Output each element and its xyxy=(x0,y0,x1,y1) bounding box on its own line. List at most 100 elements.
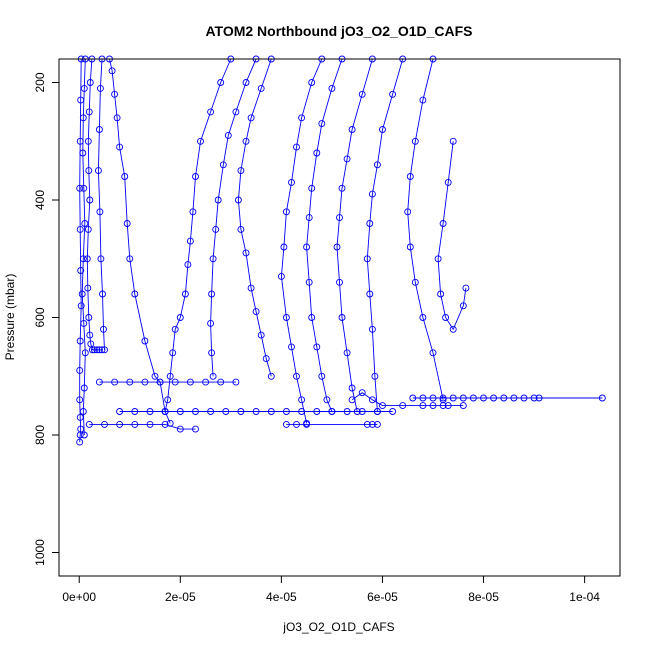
data-point xyxy=(411,278,419,286)
data-point xyxy=(262,355,270,363)
data-point xyxy=(161,408,169,415)
data-point xyxy=(214,196,222,204)
data-point xyxy=(234,196,242,204)
data-point xyxy=(186,237,194,245)
data-point xyxy=(76,366,84,374)
data-point xyxy=(348,126,356,133)
data-point xyxy=(95,126,103,133)
data-point xyxy=(202,378,210,386)
x-tick-label: 1e-04 xyxy=(569,590,600,604)
data-point xyxy=(298,114,306,122)
y-axis: 200 400 600 800 1000 xyxy=(33,72,59,566)
data-point xyxy=(166,372,174,380)
data-point xyxy=(84,137,92,145)
data-point xyxy=(368,420,376,428)
data-point xyxy=(247,284,255,292)
data-point xyxy=(366,290,374,298)
data-point xyxy=(146,420,154,428)
data-point xyxy=(242,249,250,257)
data-point xyxy=(208,349,216,357)
data-point xyxy=(189,208,197,216)
data-point xyxy=(85,167,93,175)
data-point xyxy=(282,420,290,428)
data-point xyxy=(368,190,376,198)
data-point xyxy=(116,408,124,415)
data-point xyxy=(237,167,245,175)
data-point xyxy=(76,184,84,192)
data-point xyxy=(469,394,477,402)
data-point xyxy=(288,343,295,351)
data-point xyxy=(419,96,427,104)
data-point xyxy=(318,372,326,380)
data-point xyxy=(358,90,366,98)
data-layer xyxy=(76,55,606,446)
data-point xyxy=(434,255,442,263)
data-point xyxy=(303,420,311,428)
x-tick-label: 2e-05 xyxy=(165,590,196,604)
series-line xyxy=(109,58,171,424)
data-point xyxy=(480,394,487,402)
data-point xyxy=(439,402,447,410)
x-tick-label: 8e-05 xyxy=(468,590,499,604)
data-point xyxy=(237,225,245,233)
data-point xyxy=(257,331,265,339)
data-point xyxy=(84,284,92,292)
data-point xyxy=(97,255,105,263)
data-point xyxy=(232,108,240,116)
data-point xyxy=(328,84,336,92)
data-point xyxy=(282,408,290,415)
data-point xyxy=(95,378,103,386)
data-point xyxy=(212,225,220,233)
y-tick-label: 800 xyxy=(33,425,47,445)
data-point xyxy=(280,243,288,251)
data-point xyxy=(444,402,452,410)
data-point xyxy=(80,431,88,439)
data-point xyxy=(449,325,457,333)
data-point xyxy=(116,143,124,151)
data-point xyxy=(85,314,93,321)
data-point xyxy=(459,302,467,310)
data-point xyxy=(343,408,351,415)
x-axis-label: jO3_O2_O1D_CAFS xyxy=(282,620,394,634)
data-point xyxy=(308,184,316,192)
data-point xyxy=(156,378,164,386)
data-point xyxy=(100,325,107,333)
data-point xyxy=(368,396,376,404)
data-point xyxy=(373,161,381,169)
data-point xyxy=(338,314,346,321)
data-point xyxy=(78,290,86,298)
data-point xyxy=(192,408,199,415)
data-point xyxy=(520,394,528,402)
data-point xyxy=(86,79,94,86)
series-line xyxy=(164,58,232,412)
data-point xyxy=(348,396,356,404)
y-tick-label: 400 xyxy=(33,190,47,210)
data-point xyxy=(176,314,184,321)
data-point xyxy=(141,337,149,345)
data-point xyxy=(379,402,386,410)
data-point xyxy=(169,349,177,357)
data-point xyxy=(176,408,184,415)
series-line xyxy=(89,423,196,430)
data-point xyxy=(80,84,88,92)
data-point xyxy=(305,278,313,286)
data-point xyxy=(208,290,216,298)
data-point xyxy=(79,408,87,415)
data-point xyxy=(164,396,172,404)
series-line xyxy=(351,392,464,407)
data-point xyxy=(530,394,538,402)
data-point xyxy=(77,267,85,274)
data-point xyxy=(459,394,467,402)
data-point xyxy=(252,408,260,415)
data-point xyxy=(490,394,498,402)
series-line xyxy=(437,141,467,331)
data-point xyxy=(123,220,131,227)
plot-frame xyxy=(58,58,621,577)
data-point xyxy=(333,243,341,251)
data-point xyxy=(293,143,300,151)
data-point xyxy=(343,349,351,357)
data-point xyxy=(116,420,124,428)
series-line xyxy=(280,58,323,424)
data-point xyxy=(247,114,255,122)
